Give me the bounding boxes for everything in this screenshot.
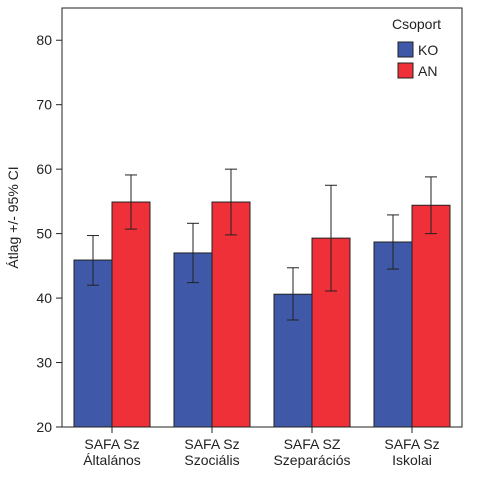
bar-ko (73, 259, 113, 428)
plot-area (61, 7, 463, 428)
x-tick-label: SAFA Sz (84, 436, 139, 452)
x-tick-label: SAFA Sz (184, 436, 239, 452)
y-tick-label: 30 (36, 355, 52, 371)
y-axis-label: Átlag +/- 95% CI (5, 166, 21, 268)
bar-an (411, 204, 451, 428)
legend: Csoport KO AN (392, 16, 441, 79)
x-tick-label: Szeparációs (273, 452, 350, 468)
y-tick-label: 70 (36, 97, 52, 113)
legend-title: Csoport (392, 16, 441, 32)
x-tick-label: Szociális (184, 452, 239, 468)
x-tick-label: Általános (83, 452, 141, 468)
y-tick-label: 20 (36, 419, 52, 435)
x-tick-label: SAFA SZ (284, 436, 341, 452)
y-tick-label: 80 (36, 32, 52, 48)
bar-ko (373, 241, 413, 428)
x-tick-label: Iskolai (392, 452, 432, 468)
legend-label-an: AN (418, 63, 437, 79)
y-tick-label: 40 (36, 290, 52, 306)
bar-an (111, 201, 151, 428)
x-tick-label: SAFA Sz (384, 436, 439, 452)
bar-an (211, 201, 251, 428)
y-tick-label: 60 (36, 161, 52, 177)
y-tick-label: 50 (36, 226, 52, 242)
bars-layer (73, 168, 451, 428)
legend-swatch-an (397, 62, 414, 79)
legend-label-ko: KO (418, 42, 438, 58)
legend-swatch-ko (397, 41, 414, 58)
y-axis: 20 30 40 50 60 70 80 (36, 32, 62, 435)
